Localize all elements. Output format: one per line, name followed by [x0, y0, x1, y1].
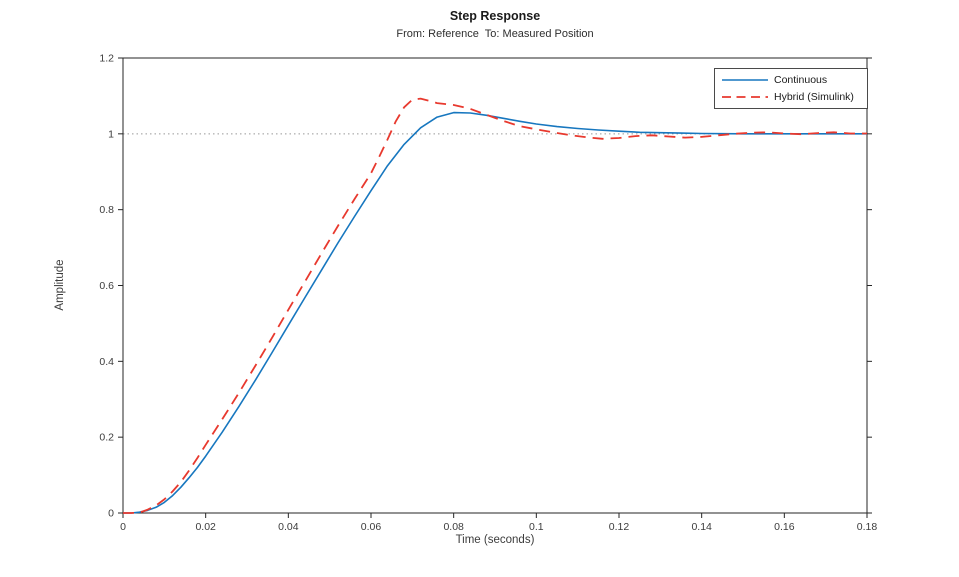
legend-entry-hybrid[interactable]: Hybrid (Simulink) [715, 88, 867, 105]
y-tick-label: 0.8 [99, 204, 114, 216]
plot-subtitle: From: Reference To: Measured Position [396, 28, 594, 40]
x-tick-label: 0.04 [278, 521, 299, 533]
y-tick-label: 0 [108, 508, 114, 520]
continuous-response-line[interactable] [123, 111, 867, 514]
y-tick-label: 1 [108, 128, 114, 140]
y-tick-label: 0.4 [99, 356, 114, 368]
legend-line-hybrid-icon [722, 95, 768, 98]
legend-line-continuous-icon [722, 78, 768, 81]
y-tick-label: 0.2 [99, 432, 114, 444]
plot-area-border [122, 57, 868, 514]
legend-label-continuous: Continuous [774, 73, 828, 86]
y-axis-label: Amplitude [54, 259, 66, 311]
x-tick-label: 0.1 [529, 521, 544, 533]
x-tick-label: 0.16 [774, 521, 795, 533]
x-tick-label: 0.14 [691, 521, 712, 533]
x-tick-label: 0.12 [609, 521, 630, 533]
x-axis-label: Time (seconds) [455, 534, 535, 546]
hybrid-response-line[interactable] [123, 97, 867, 514]
y-tick-label: 0.6 [99, 280, 114, 292]
page-title: Step Response [449, 9, 541, 23]
x-tick-label: 0.08 [443, 521, 464, 533]
legend-label-hybrid: Hybrid (Simulink) [774, 90, 854, 103]
y-tick-label: 1.2 [99, 53, 114, 65]
x-tick-label: 0.06 [361, 521, 382, 533]
x-tick-label: 0.18 [857, 521, 878, 533]
x-tick-label: 0 [120, 521, 126, 533]
legend-entry-continuous[interactable]: Continuous [715, 71, 867, 88]
x-tick-label: 0.02 [195, 521, 216, 533]
legend[interactable]: Continuous Hybrid (Simulink) [714, 68, 868, 109]
